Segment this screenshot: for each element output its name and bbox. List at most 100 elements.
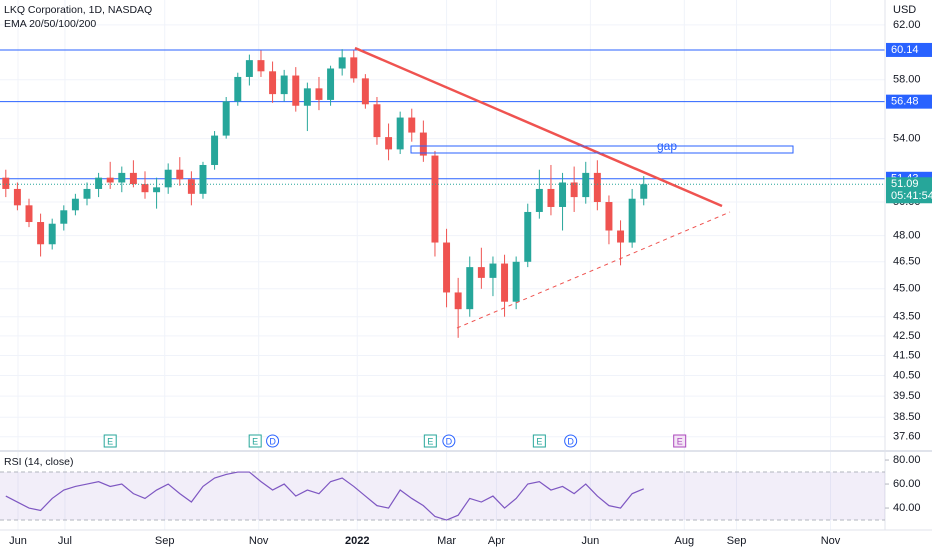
earnings-marker xyxy=(532,434,546,448)
candle-body xyxy=(211,135,219,165)
symbol-title: LKQ Corporation, 1D, NASDAQ xyxy=(4,4,152,16)
candle-body xyxy=(199,164,207,194)
candle-body xyxy=(454,292,462,310)
x-tick-label: Nov xyxy=(249,535,269,547)
level-label-bg xyxy=(886,94,932,109)
candle-body xyxy=(106,177,114,183)
y-tick-label: 40.50 xyxy=(893,369,921,381)
candle-body xyxy=(466,267,474,310)
candle-body xyxy=(292,75,300,106)
candle-body xyxy=(385,137,393,150)
gap-box xyxy=(410,145,794,154)
candle-body xyxy=(559,182,567,207)
event-label: E xyxy=(677,436,683,446)
axes: Jun Jul Sep Nov 2022 Mar Apr Jun Aug Sep Nov 62.00 5… xyxy=(9,19,932,547)
event-label: E xyxy=(536,436,542,446)
candle-body xyxy=(640,184,648,199)
earnings-marker xyxy=(103,434,117,448)
candle-body xyxy=(153,187,161,193)
x-tick-label: Aug xyxy=(675,535,695,547)
rsi-title: RSI (14, close) xyxy=(4,456,73,468)
candle-body xyxy=(338,57,346,69)
candle-body xyxy=(37,222,45,245)
candle-body xyxy=(60,210,68,224)
event-label: E xyxy=(107,436,113,446)
y-tick-label: 37.60 xyxy=(893,431,921,443)
y-tick-label: 41.50 xyxy=(893,349,921,361)
candle-body xyxy=(176,169,184,180)
candle-body xyxy=(501,263,509,302)
y-tick-label: 45.00 xyxy=(893,283,921,295)
candle-body xyxy=(2,177,10,189)
candle-body xyxy=(83,188,91,199)
x-tick-label: Apr xyxy=(488,535,505,547)
x-tick-label: Jun xyxy=(9,535,27,547)
dividend-marker xyxy=(442,434,456,448)
candle-body xyxy=(303,88,311,106)
candle-body xyxy=(13,188,21,206)
candle-body xyxy=(477,267,485,278)
x-tick-label: Jul xyxy=(58,535,72,547)
candle-body xyxy=(593,172,601,203)
candle-body xyxy=(419,132,427,156)
candle-body xyxy=(25,205,33,223)
y-tick-label: 54.00 xyxy=(893,133,921,145)
dividend-marker xyxy=(266,434,280,448)
candle-body xyxy=(373,104,381,138)
y-tick-label: 38.50 xyxy=(893,411,921,423)
candle-body xyxy=(547,188,555,207)
y-tick-label: 46.50 xyxy=(893,256,921,268)
gap-label: gap xyxy=(657,139,677,153)
candle-body xyxy=(257,60,265,72)
candle-body xyxy=(582,172,590,198)
x-tick-label: Jun xyxy=(582,535,600,547)
candle-body xyxy=(396,117,404,150)
x-tick-label: Nov xyxy=(821,535,841,547)
earnings-marker xyxy=(673,434,687,448)
last-price-bg xyxy=(886,177,932,204)
event-label: D xyxy=(567,436,574,446)
x-tick-label: Sep xyxy=(155,535,175,547)
candle-body xyxy=(361,78,369,105)
candle-body xyxy=(245,60,253,77)
candle-body xyxy=(118,172,126,183)
candle-body xyxy=(269,71,277,95)
dividend-marker xyxy=(564,434,578,448)
rsi-tick-label: 80.00 xyxy=(893,454,921,466)
candle-body xyxy=(48,223,56,245)
indicator-title: EMA 20/50/100/200 xyxy=(4,18,96,30)
candle-body xyxy=(350,57,358,79)
rsi-tick-label: 60.00 xyxy=(893,478,921,490)
candle-body xyxy=(187,179,195,194)
rsi-pane xyxy=(0,459,889,521)
y-tick-label: 43.50 xyxy=(893,311,921,323)
y-tick-label: 48.00 xyxy=(893,230,921,242)
y-tick-label: 58.00 xyxy=(893,74,921,86)
x-tick-label: 2022 xyxy=(345,535,369,547)
candle-body xyxy=(512,261,520,302)
support-trendline xyxy=(456,211,731,329)
y-tick-label: 62.00 xyxy=(893,19,921,31)
candle-body xyxy=(628,198,636,243)
event-label: D xyxy=(269,436,276,446)
x-tick-label: Mar xyxy=(437,535,456,547)
candle-body xyxy=(535,188,543,212)
event-label: D xyxy=(446,436,453,446)
candle-body xyxy=(570,182,578,198)
level-label-bg xyxy=(886,42,932,57)
level-label: 60.14 xyxy=(891,44,919,56)
candle-body xyxy=(141,184,149,193)
y-tick-label: 42.50 xyxy=(893,330,921,342)
earnings-marker xyxy=(423,434,437,448)
candle-body xyxy=(222,101,230,136)
candle-body xyxy=(605,202,613,231)
rsi-band xyxy=(0,472,885,521)
candle-body xyxy=(443,242,451,293)
candle-body xyxy=(315,88,323,100)
x-tick-label: Sep xyxy=(727,535,747,547)
candle-body xyxy=(617,230,625,243)
rsi-tick-label: 40.00 xyxy=(893,502,921,514)
candle-body xyxy=(164,169,172,188)
candle-body xyxy=(95,177,103,189)
